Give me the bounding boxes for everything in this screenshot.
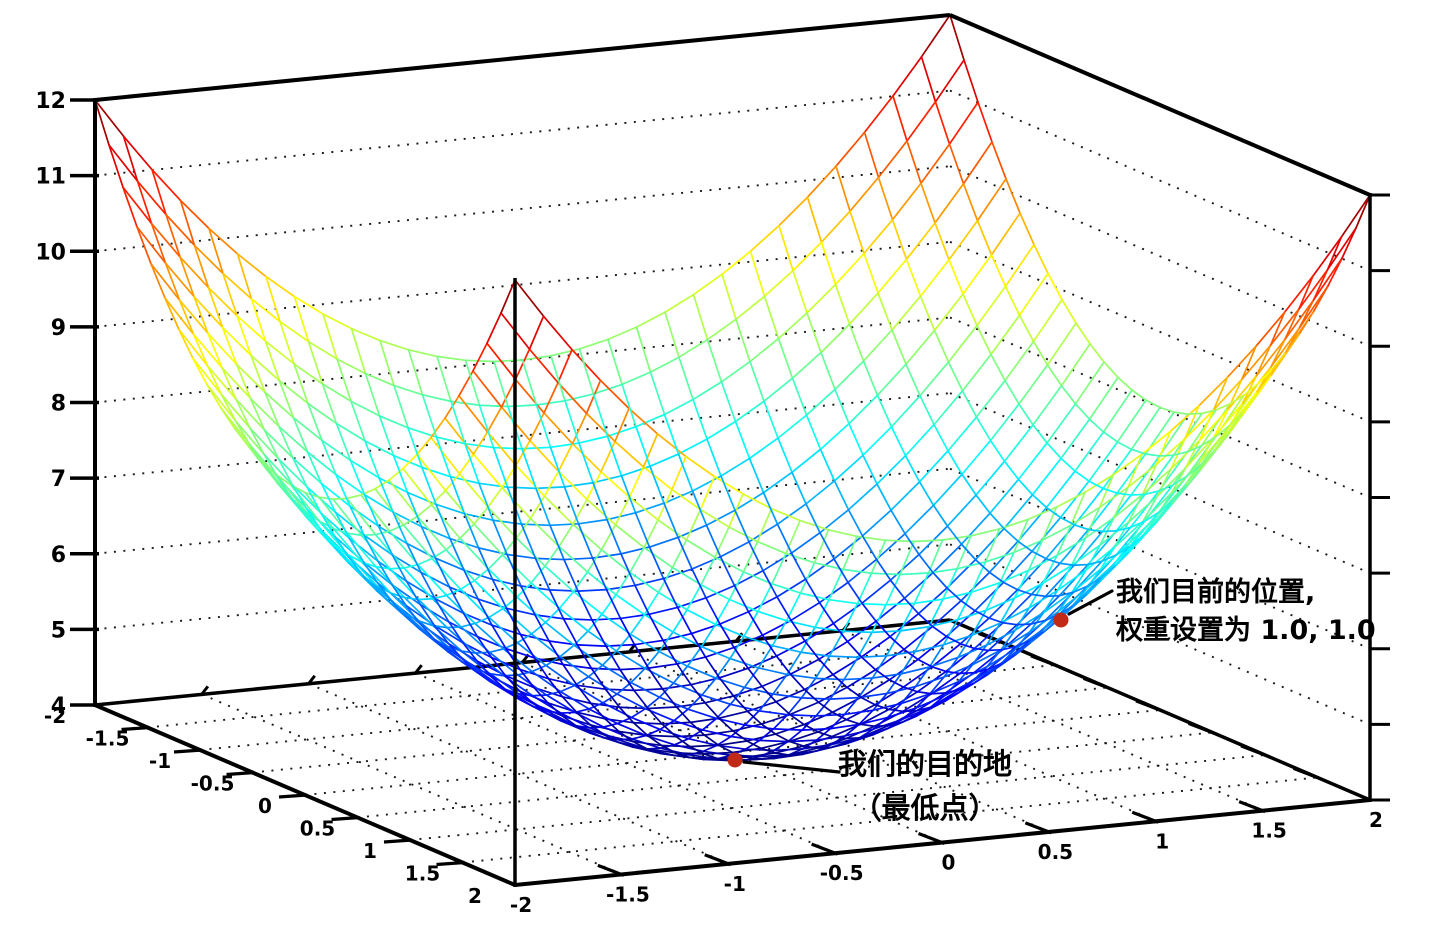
floor-gridlines xyxy=(147,629,1318,876)
z-tick-label: 9 xyxy=(51,316,66,341)
x-tick-label: 0.5 xyxy=(300,817,335,841)
y-tick-label: -1.5 xyxy=(606,882,650,906)
annotation-destination: 我们的目的地 （最低点） xyxy=(810,742,1040,830)
y-tick-label: 0 xyxy=(942,851,956,875)
annotation-current-line1: 我们目前的位置, xyxy=(1116,577,1316,608)
z-tick-label: 7 xyxy=(51,467,66,492)
z-tick-label: 6 xyxy=(51,543,66,568)
z-tick-label: 5 xyxy=(51,618,66,643)
x-tick-label: -1.5 xyxy=(86,727,130,751)
x-tick-label: -1 xyxy=(149,749,171,773)
x-tick-label: 1.5 xyxy=(405,862,440,886)
y-tick-label: -1 xyxy=(724,872,746,896)
annotation-destination-line2: （最低点） xyxy=(852,791,998,825)
wall-gridlines xyxy=(94,89,1371,726)
y-tick-label: -2 xyxy=(510,893,532,917)
annotation-markers xyxy=(727,589,1114,774)
x-tick-label: 1 xyxy=(363,839,377,863)
z-tick-label: 8 xyxy=(51,392,66,417)
z-tick-label: 10 xyxy=(35,240,66,265)
x-tick-label: -0.5 xyxy=(191,772,235,796)
annotation-destination-line1: 我们的目的地 xyxy=(837,747,1012,781)
y-tick-label: 1 xyxy=(1155,829,1169,853)
annotation-current-line2: 权重设置为 1.0, 1.0 xyxy=(1116,615,1376,646)
x-tick-label: 0 xyxy=(258,794,272,818)
z-tick-label: 4 xyxy=(51,694,66,719)
y-tick-label: 2 xyxy=(1369,808,1383,832)
destination-marker xyxy=(727,752,743,768)
current-position-marker xyxy=(1053,612,1069,628)
y-tick-label: -0.5 xyxy=(820,861,864,885)
annotation-current-position: 我们目前的位置, 权重设置为 1.0, 1.0 xyxy=(1116,574,1376,650)
z-tick-label: 11 xyxy=(35,165,66,190)
y-tick-label: 0.5 xyxy=(1038,840,1073,864)
x-tick-label: 2 xyxy=(468,884,482,908)
x-tick-label: -2 xyxy=(44,704,66,728)
z-tick-label: 12 xyxy=(35,89,66,114)
y-tick-label: 1.5 xyxy=(1251,819,1286,843)
